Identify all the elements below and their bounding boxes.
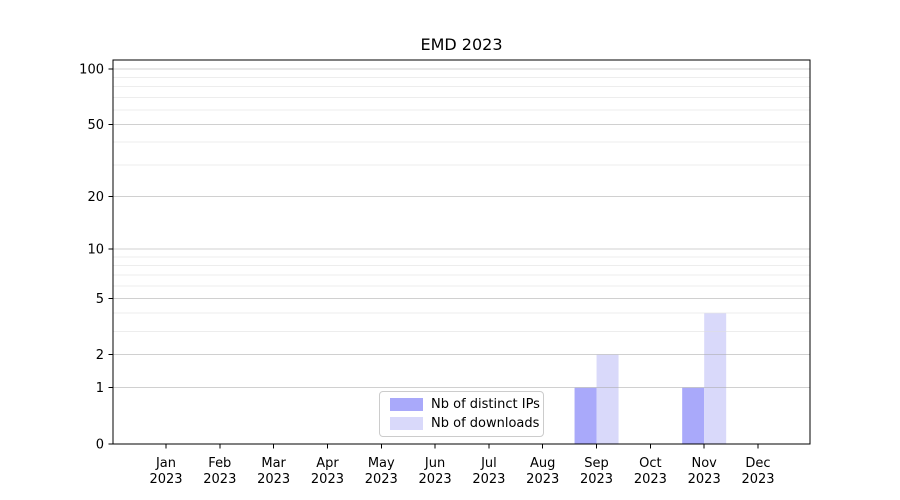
- x-tick-label-month-mar: Mar: [261, 456, 286, 471]
- y-tick-label-100: 100: [79, 62, 104, 77]
- x-tick-label-year-may: 2023: [365, 472, 398, 487]
- x-tick-label-month-apr: Apr: [316, 456, 339, 471]
- y-tick-label-0: 0: [96, 438, 104, 453]
- y-tick-label-10: 10: [87, 243, 104, 258]
- x-tick-label-year-apr: 2023: [311, 472, 344, 487]
- legend: Nb of distinct IPs Nb of downloads: [379, 391, 544, 437]
- bar-downloads-nov: [704, 313, 727, 444]
- x-tick-label-year-feb: 2023: [203, 472, 236, 487]
- chart-title: EMD 2023: [420, 35, 503, 54]
- x-tick-label-month-may: May: [368, 456, 395, 471]
- plot-border: [112, 59, 811, 445]
- legend-swatch-downloads: [390, 417, 423, 430]
- x-tick-label-year-nov: 2023: [688, 472, 721, 487]
- x-tick-label-year-jan: 2023: [149, 472, 182, 487]
- legend-item-distinct-ips: Nb of distinct IPs: [390, 397, 543, 412]
- x-tick-label-month-oct: Oct: [639, 456, 661, 471]
- x-tick-label-month-jan: Jan: [155, 456, 176, 471]
- x-tick-label-year-jun: 2023: [419, 472, 452, 487]
- legend-label-downloads: Nb of downloads: [431, 416, 540, 431]
- x-tick-label-year-aug: 2023: [526, 472, 559, 487]
- x-tick-label-month-feb: Feb: [208, 456, 231, 471]
- x-tick-label-year-dec: 2023: [741, 472, 774, 487]
- bar-downloads-sep: [596, 354, 619, 444]
- x-tick-label-month-jul: Jul: [480, 456, 497, 471]
- x-tick-label-month-dec: Dec: [745, 456, 770, 471]
- y-tick-label-5: 5: [96, 292, 104, 307]
- y-tick-label-2: 2: [96, 348, 104, 363]
- x-tick-label-month-nov: Nov: [691, 456, 717, 471]
- y-tick-label-20: 20: [87, 190, 104, 205]
- x-tick-label-month-sep: Sep: [584, 456, 609, 471]
- x-tick-label-year-mar: 2023: [257, 472, 290, 487]
- x-tick-label-year-oct: 2023: [634, 472, 667, 487]
- x-tick-label-year-sep: 2023: [580, 472, 613, 487]
- x-tick-label-year-jul: 2023: [472, 472, 505, 487]
- y-tick-label-50: 50: [87, 118, 104, 133]
- legend-swatch-distinct-ips: [390, 398, 423, 411]
- y-tick-label-1: 1: [96, 381, 104, 396]
- legend-item-downloads: Nb of downloads: [390, 416, 543, 431]
- x-tick-label-month-aug: Aug: [530, 456, 555, 471]
- bar-ips-nov: [682, 387, 705, 444]
- x-tick-label-month-jun: Jun: [424, 456, 445, 471]
- legend-label-distinct-ips: Nb of distinct IPs: [431, 397, 540, 412]
- bar-ips-sep: [574, 387, 597, 444]
